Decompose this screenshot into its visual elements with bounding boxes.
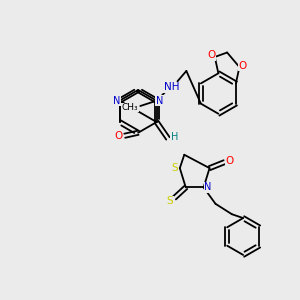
Text: H: H: [171, 132, 178, 142]
Text: S: S: [171, 163, 178, 173]
Text: N: N: [113, 96, 120, 106]
Text: O: O: [226, 156, 234, 166]
Text: NH: NH: [164, 82, 179, 92]
Text: S: S: [167, 196, 173, 206]
Text: CH₃: CH₃: [122, 103, 138, 112]
Text: O: O: [115, 131, 123, 141]
Text: N: N: [156, 96, 163, 106]
Text: O: O: [207, 50, 215, 61]
Text: N: N: [204, 182, 212, 193]
Text: O: O: [239, 61, 247, 70]
